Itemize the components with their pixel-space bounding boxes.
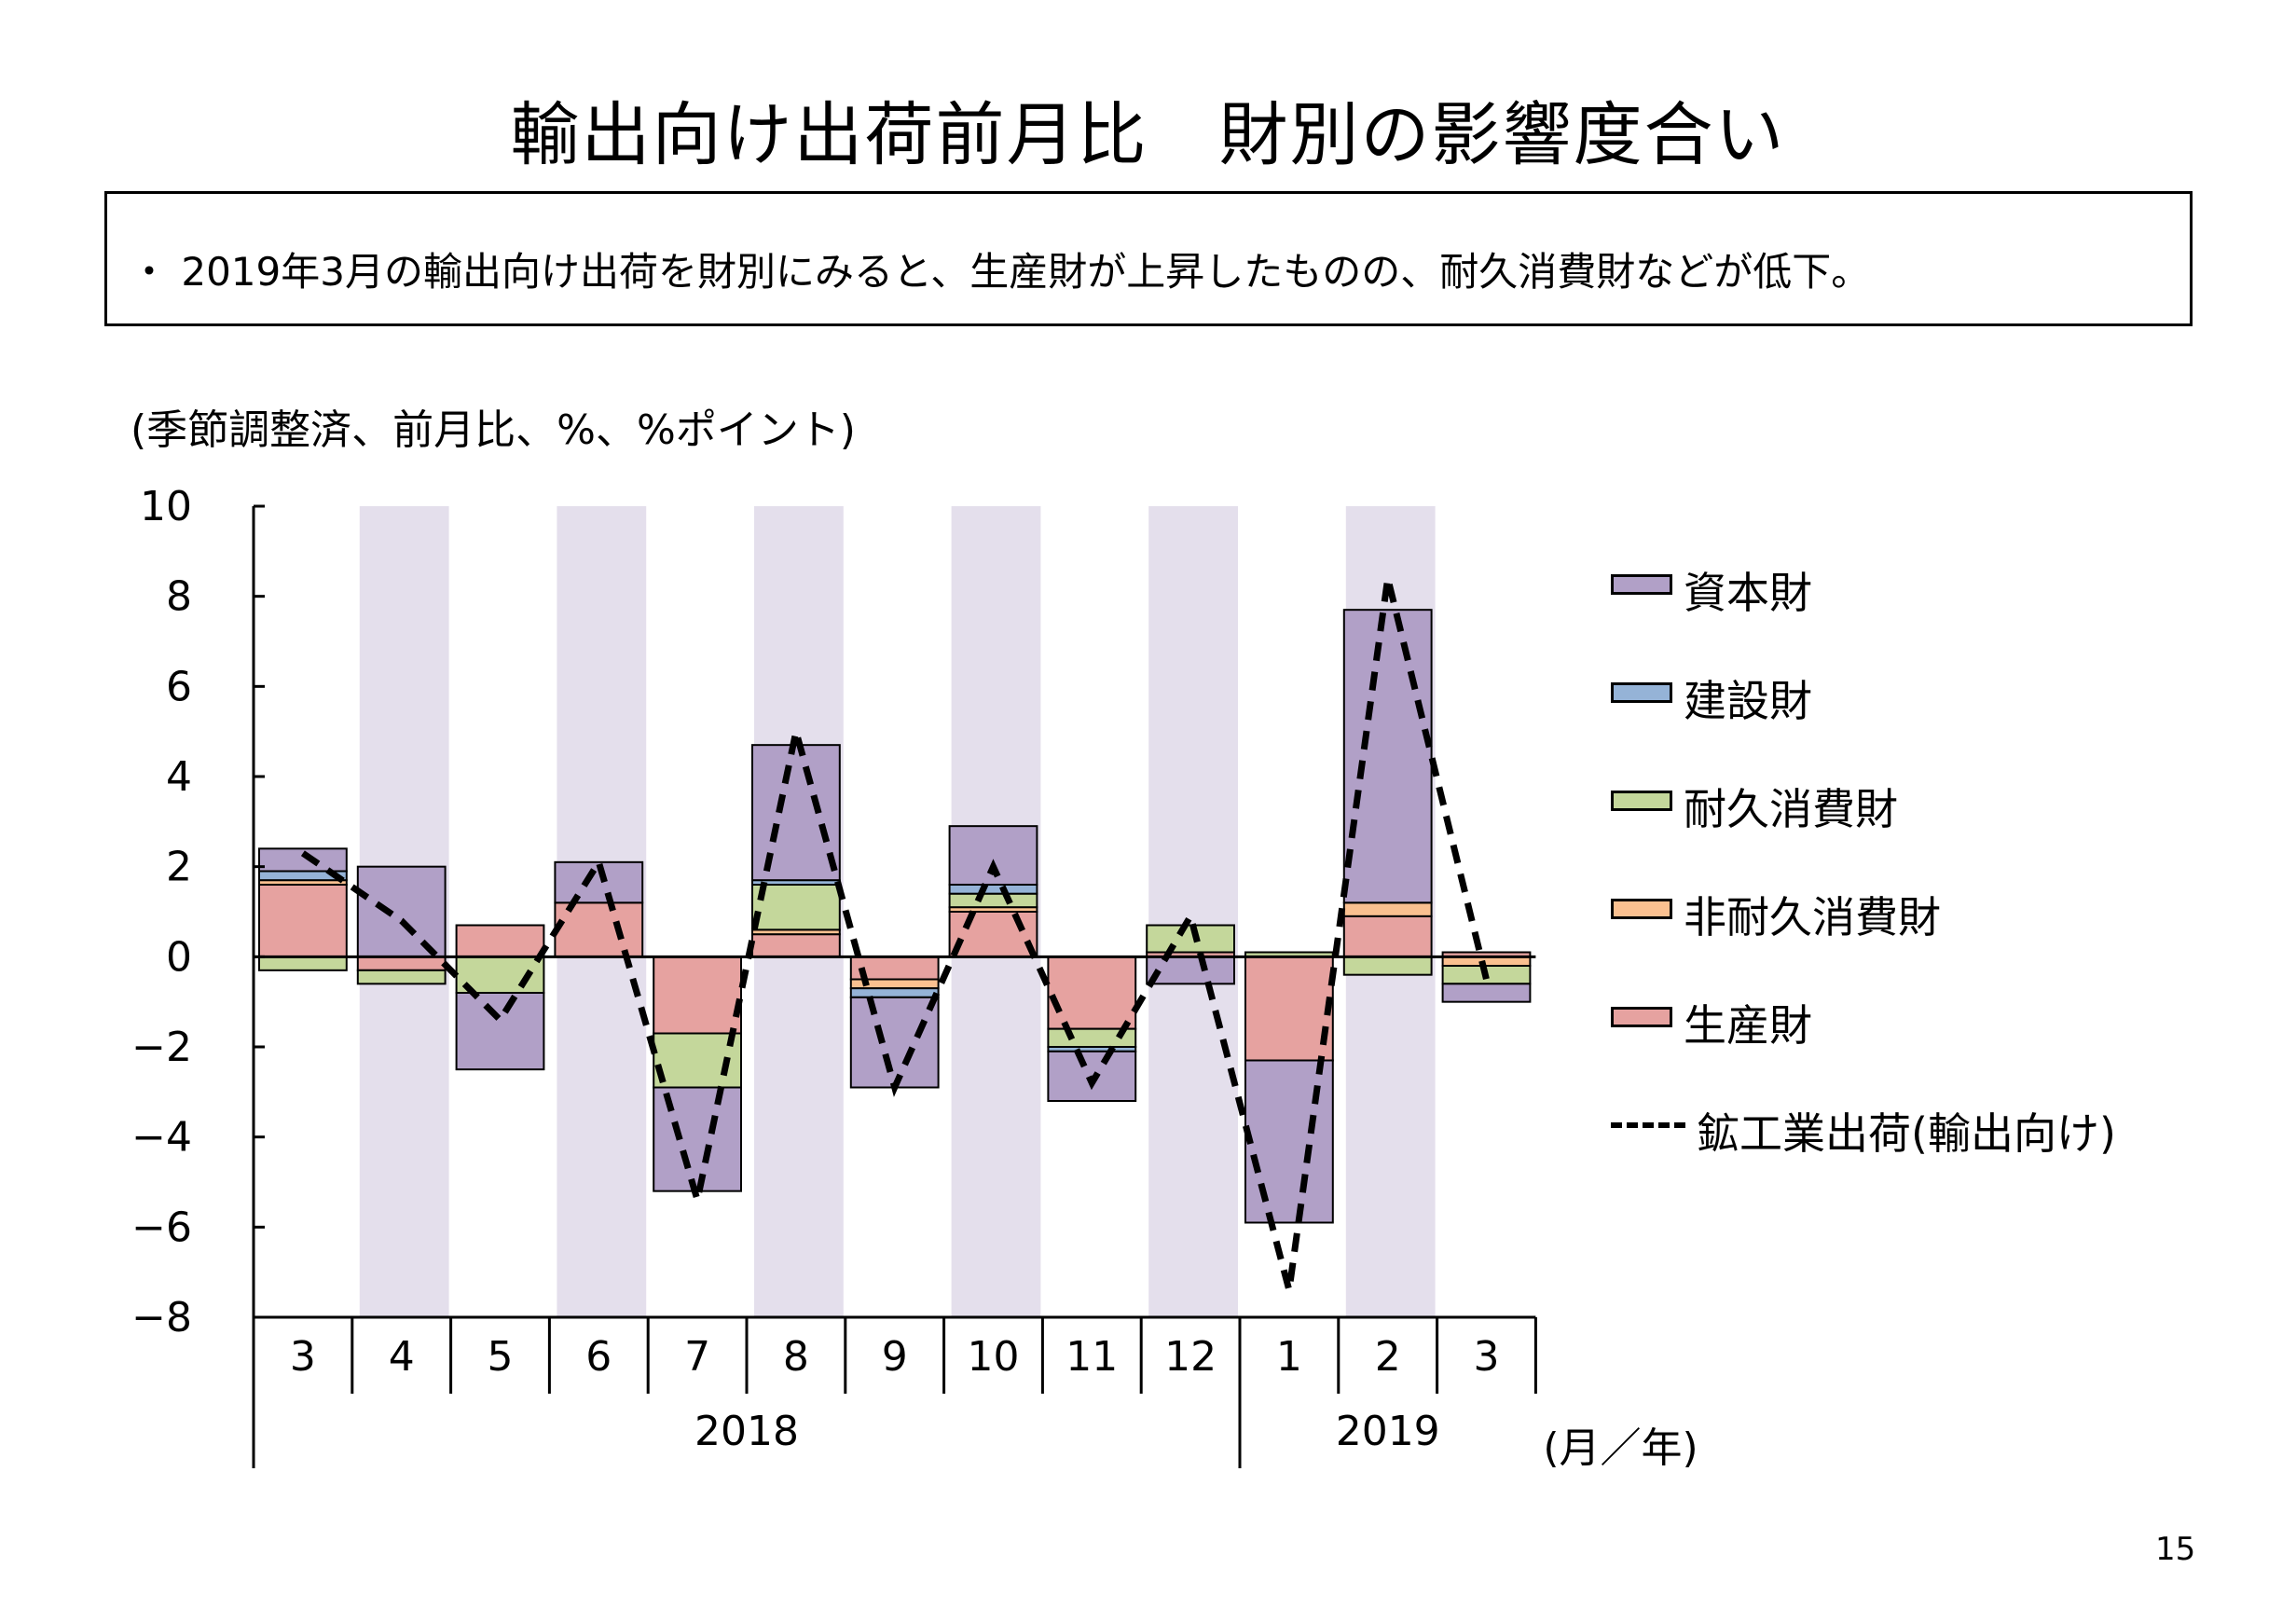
shipments-line bbox=[300, 577, 1490, 1291]
bar-segment-1 bbox=[1244, 956, 1334, 1062]
year-label: 2019 bbox=[1336, 1408, 1440, 1455]
bar-segment-5 bbox=[751, 744, 841, 882]
bar-segment-5 bbox=[455, 992, 545, 1071]
x-tick-label: 3 bbox=[1474, 1333, 1500, 1381]
bar-segment-5 bbox=[258, 847, 348, 873]
x-tick-label: 3 bbox=[290, 1333, 316, 1381]
legend-label-capital: 資本財 bbox=[1684, 568, 1812, 618]
year-label: 2018 bbox=[694, 1408, 799, 1455]
legend-swatch-capital bbox=[1611, 574, 1672, 595]
summary-text: ・ 2019年3月の輸出向け出荷を財別にみると、生産財が上昇したものの、耐久消費… bbox=[130, 249, 1871, 295]
y-tick-label: 8 bbox=[166, 573, 192, 621]
x-tick-label: 9 bbox=[882, 1333, 908, 1381]
bar-segment-3 bbox=[1342, 956, 1433, 976]
x-tick-label: 2 bbox=[1375, 1333, 1401, 1381]
unit-note: (季節調整済、前月比、%、%ポイント) bbox=[131, 406, 856, 454]
legend-label-durable: 耐久消費財 bbox=[1684, 784, 1898, 834]
bar-segment-4 bbox=[948, 884, 1038, 895]
bar-segment-5 bbox=[1342, 609, 1433, 904]
x-tick-label: 8 bbox=[783, 1333, 809, 1381]
bar-segment-3 bbox=[356, 969, 447, 985]
legend-item-capital: 資本財 bbox=[1603, 559, 2237, 667]
page-title: 輸出向け出荷前月比 財別の影響度合い bbox=[510, 95, 1786, 175]
legend-label-shipments: 鉱工業出荷(輸出向け) bbox=[1697, 1108, 2116, 1159]
bar-segment-3 bbox=[1146, 924, 1235, 954]
bar-segment-5 bbox=[1244, 1059, 1334, 1224]
bar-segment-1 bbox=[751, 933, 841, 958]
bar-segment-5 bbox=[1441, 983, 1532, 1003]
x-tick-label: 1 bbox=[1276, 1333, 1302, 1381]
y-tick-label: −2 bbox=[131, 1024, 192, 1071]
bar-segment-5 bbox=[356, 865, 447, 958]
bar-segment-1 bbox=[356, 956, 447, 971]
bar-segment-5 bbox=[1146, 956, 1235, 985]
y-tick-label: 4 bbox=[166, 753, 192, 801]
y-tick-label: 0 bbox=[166, 933, 192, 981]
x-tick-label: 11 bbox=[1066, 1333, 1118, 1381]
legend-swatch-durable bbox=[1611, 791, 1672, 811]
legend-swatch-producer bbox=[1611, 1007, 1672, 1027]
legend-line-shipments bbox=[1611, 1122, 1685, 1128]
y-tick-label: 10 bbox=[140, 483, 192, 530]
y-tick-label: −4 bbox=[131, 1114, 192, 1162]
y-tick-label: 6 bbox=[166, 663, 192, 710]
y-tick-label: 2 bbox=[166, 844, 192, 891]
bar-segment-1 bbox=[653, 956, 743, 1035]
x-tick-label: 12 bbox=[1164, 1333, 1217, 1381]
legend-item-durable: 耐久消費財 bbox=[1603, 776, 2237, 884]
bar-segment-1 bbox=[1047, 956, 1137, 1030]
bar-segment-5 bbox=[849, 996, 940, 1089]
legend: 資本財 建設財 耐久消費財 非耐久消費財 生産財 鉱工業出荷(輸出向け) bbox=[1603, 559, 2237, 1208]
bar-segment-2 bbox=[1342, 901, 1433, 917]
y-tick-label: −8 bbox=[131, 1294, 192, 1341]
summary-box: ・ 2019年3月の輸出向け出荷を財別にみると、生産財が上昇したものの、耐久消費… bbox=[104, 191, 2193, 326]
bar-segment-4 bbox=[849, 987, 940, 998]
legend-item-producer: 生産財 bbox=[1603, 992, 2237, 1100]
legend-label-producer: 生産財 bbox=[1684, 1000, 1812, 1051]
shade-band bbox=[1148, 506, 1238, 1317]
y-tick-label: −6 bbox=[131, 1203, 192, 1251]
bar-segment-3 bbox=[258, 956, 348, 971]
legend-item-shipments: 鉱工業出荷(輸出向け) bbox=[1603, 1100, 2237, 1208]
legend-item-nondurable: 非耐久消費財 bbox=[1603, 884, 2237, 992]
bar-segment-1 bbox=[258, 884, 348, 958]
x-tick-label: 10 bbox=[968, 1333, 1020, 1381]
legend-swatch-nondurable bbox=[1611, 899, 1672, 919]
legend-item-construction: 建設財 bbox=[1603, 667, 2237, 776]
x-axis-unit-label: (月／年) bbox=[1543, 1424, 1698, 1472]
bar-segment-3 bbox=[948, 892, 1038, 909]
x-tick-label: 7 bbox=[684, 1333, 710, 1381]
x-tick-label: 4 bbox=[389, 1333, 415, 1381]
page-number: 15 bbox=[2155, 1531, 2196, 1568]
bar-segment-1 bbox=[1342, 915, 1433, 958]
x-tick-label: 5 bbox=[488, 1333, 514, 1381]
bar-segment-1 bbox=[948, 911, 1038, 958]
bar-segment-1 bbox=[455, 924, 545, 958]
legend-label-construction: 建設財 bbox=[1684, 676, 1812, 726]
legend-swatch-construction bbox=[1611, 682, 1672, 703]
legend-label-nondurable: 非耐久消費財 bbox=[1684, 892, 1941, 942]
bar-segment-5 bbox=[948, 825, 1038, 887]
x-tick-label: 6 bbox=[585, 1333, 612, 1381]
